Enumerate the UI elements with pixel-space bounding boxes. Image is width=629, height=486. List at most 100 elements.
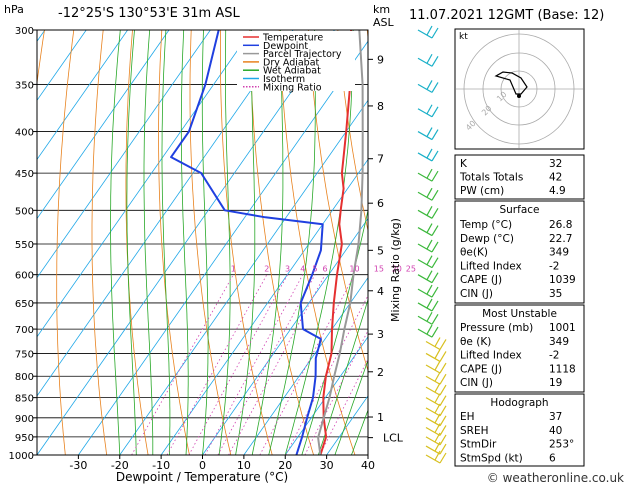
pressure-tick-label: 650 — [15, 299, 34, 310]
pressure-tick-label: 950 — [15, 433, 34, 444]
temperature-tick-label: 10 — [237, 459, 251, 472]
wet-adiabat-24 — [301, 208, 368, 455]
most-unstable-value: 1001 — [549, 322, 576, 334]
temperature-tick-label: -20 — [111, 459, 129, 472]
dewpoint-profile — [170, 30, 324, 455]
index-value: 42 — [549, 172, 562, 184]
wet-adiabat-20 — [284, 30, 354, 455]
sounding-datetime: 11.07.2021 12GMT (Base: 12) — [409, 8, 604, 23]
wind-barb-flag — [434, 450, 441, 461]
wind-barb-flag — [439, 362, 447, 374]
wind-barbs — [417, 25, 447, 464]
temperature-tick-label: 20 — [278, 459, 292, 472]
wind-barb-flag — [434, 423, 441, 433]
wind-barb-flag — [426, 311, 433, 322]
wind-barb-shaft — [417, 131, 433, 141]
wind-barb-flag — [426, 25, 433, 36]
pressure-tick-label: 350 — [15, 80, 34, 91]
wind-barb-flag — [439, 351, 447, 362]
mixing-ratio-line-25 — [319, 358, 368, 455]
mixing-ratio-label: 4 — [300, 265, 305, 274]
wind-barb-flag — [431, 170, 439, 182]
temperature-tick-label: 40 — [361, 459, 375, 472]
surface-value: -2 — [549, 260, 559, 272]
wind-barb-flag — [426, 284, 433, 295]
wet-adiabat-28 — [317, 298, 368, 455]
wind-barb-flag — [431, 225, 439, 236]
wind-barb-flag — [431, 313, 439, 325]
wind-barb-flag — [434, 403, 441, 414]
most-unstable-label: CAPE (J) — [460, 363, 502, 375]
mixing-ratio-labels: 1 2 3 4 5 6 10 15 20 25 — [231, 265, 416, 274]
wind-barb-flag — [434, 413, 441, 424]
pressure-tick-label: 900 — [15, 414, 34, 425]
dry-adiabat-280 — [189, 30, 232, 455]
wind-barb-flag — [434, 371, 441, 382]
wind-barb-flag — [431, 150, 439, 162]
skewt-background-lines — [37, 30, 629, 455]
wind-barb-flag — [431, 241, 439, 253]
wind-barb-shaft — [417, 302, 433, 312]
isotherm--50 — [37, 30, 294, 397]
wind-barb-shaft — [417, 243, 433, 253]
wind-barb-flag — [431, 326, 439, 338]
wind-barb-shaft — [425, 375, 441, 385]
pressure-tick-label: 400 — [15, 128, 34, 139]
wind-barb-shaft — [425, 364, 441, 374]
legend-label: Mixing Ratio — [263, 82, 322, 93]
wind-barb-shaft — [425, 352, 441, 362]
skewt-plot: 3003504004505005506006507007508008509009… — [9, 26, 629, 472]
temperature-tick-label: 0 — [199, 459, 206, 472]
wind-barb-flag — [426, 168, 433, 179]
height-tick-label: 6 — [377, 197, 384, 210]
wind-barb-flag — [434, 337, 441, 347]
legend-background — [237, 31, 355, 91]
mixing-ratio-label: 10 — [349, 265, 359, 274]
km-axis-unit: km — [373, 3, 390, 16]
hodograph-param-label: StmDir — [460, 439, 497, 451]
isotherm-0 — [202, 217, 368, 455]
mixing-ratio-label: 25 — [406, 265, 416, 274]
mixing-ratio-label: 5 — [312, 265, 317, 274]
wind-barb-flag — [439, 395, 447, 406]
wet-adiabat--12 — [143, 30, 154, 455]
legend-label: Dry Adiabat — [263, 57, 320, 68]
wind-barb-flag — [431, 82, 439, 93]
temperature-tick-label: -10 — [152, 459, 170, 472]
wind-barb-flag — [426, 298, 433, 309]
height-tick-label: 2 — [377, 366, 384, 379]
mixing-ratio-label: 2 — [264, 265, 269, 274]
surface-label: θe(K) — [460, 247, 488, 259]
wind-barb-shaft — [417, 152, 433, 162]
wind-barb-shaft — [417, 57, 433, 67]
most-unstable-label: Pressure (mb) — [460, 322, 533, 334]
height-tick-label: 4 — [377, 285, 384, 298]
dry-adiabat-420 — [602, 30, 629, 455]
height-axis: 9 8 7 6 5 4 3 2 1 LCL — [368, 53, 404, 445]
wet-adiabat-32 — [334, 358, 368, 455]
surface-label: Lifted Index — [460, 260, 522, 272]
wind-barb-shaft — [417, 315, 433, 325]
wet-adiabat--8 — [161, 30, 171, 455]
legend-label: Wet Adiabat — [263, 66, 321, 77]
surface-label: CAPE (J) — [460, 274, 502, 286]
isotherm--90 — [37, 30, 128, 161]
hodograph-params-title: Hodograph — [490, 397, 548, 409]
wind-barb-flag — [439, 425, 447, 436]
wind-barb-flag — [431, 286, 439, 298]
km-axis-asl: ASL — [373, 16, 395, 29]
hodograph-param-value: 6 — [549, 452, 556, 464]
legend-label: Dewpoint — [263, 41, 308, 52]
mixing-ratio-line-6 — [228, 274, 326, 455]
wind-barb-shaft — [425, 436, 441, 446]
wind-barb-flag — [426, 127, 433, 137]
wind-barb-flag — [431, 272, 439, 283]
indices-box — [454, 154, 585, 200]
storm-motion-marker — [517, 94, 521, 98]
mixing-ratio-axis-label: Mixing Ratio (g/kg) — [389, 218, 402, 322]
wet-adiabat--20 — [110, 30, 121, 455]
wind-barb-shaft — [417, 274, 433, 284]
wind-barb-flag — [426, 270, 433, 280]
